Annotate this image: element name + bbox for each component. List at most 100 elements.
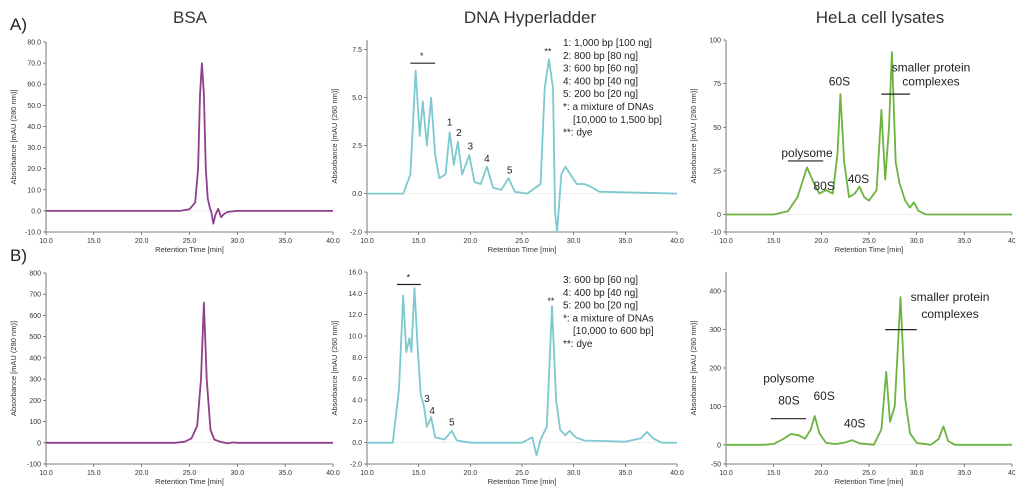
annotation-label: 60S	[814, 389, 835, 403]
annotation-label: **	[544, 46, 552, 56]
x-tick-label: 15.0	[767, 470, 781, 477]
x-tick-label: 35.0	[278, 238, 292, 245]
y-tick-label: 300	[29, 377, 41, 384]
y-tick-label: 25	[713, 168, 721, 175]
y-tick-label: -10	[711, 230, 721, 237]
y-tick-label: 0.0	[31, 208, 41, 215]
x-tick-label: 20.0	[815, 238, 829, 245]
x-tick-label: 35.0	[619, 470, 633, 477]
annotation-label: complexes	[902, 74, 959, 88]
y-tick-label: 14.0	[348, 291, 362, 298]
x-tick-label: 35.0	[278, 470, 292, 477]
panel-label-a: A)	[10, 15, 27, 34]
annotation-label: 4	[484, 154, 490, 165]
annotation-label: 80S	[814, 179, 835, 193]
x-tick-label: 15.0	[87, 470, 101, 477]
x-tick-label: 30.0	[567, 238, 581, 245]
annotation-label: 3	[468, 141, 474, 152]
x-tick-label: 35.0	[958, 238, 972, 245]
x-axis-label: Retention Time [min]	[155, 477, 224, 486]
y-tick-label: 8.0	[352, 355, 362, 362]
x-tick-label: 40	[1008, 470, 1015, 477]
legend-line: 3: 600 bp [60 ng]	[563, 64, 638, 75]
y-tick-label: 75	[713, 81, 721, 88]
x-tick-label: 40	[1008, 238, 1015, 245]
annotation-label: 80S	[778, 393, 799, 407]
annotation-label: 40S	[848, 172, 869, 186]
x-tick-label: 40.0	[670, 470, 684, 477]
x-tick-label: 10.0	[719, 470, 733, 477]
column-title-bsa: BSA	[172, 8, 208, 27]
legend-line: 5: 200 bo [20 ng]	[563, 89, 638, 100]
x-tick-label: 40.0	[326, 238, 340, 245]
y-tick-label: 50.0	[27, 103, 41, 110]
y-axis-label: Absorbance [mAU (280 nm)]	[9, 89, 18, 184]
annotation-label: *	[420, 51, 424, 61]
y-tick-label: 60.0	[27, 82, 41, 89]
y-tick-label: 4.0	[352, 398, 362, 405]
x-tick-label: 20.0	[135, 238, 149, 245]
x-tick-label: 40.0	[326, 470, 340, 477]
x-tick-label: 20.0	[135, 470, 149, 477]
x-tick-label: 10.0	[39, 238, 53, 245]
legend-line: **: dye	[563, 339, 593, 350]
x-axis-label: Retention Time [min]	[488, 477, 557, 486]
annotation-label: 5	[507, 165, 513, 176]
legend-line: 5: 200 bo [20 ng]	[563, 301, 638, 312]
x-tick-label: 30.0	[231, 470, 245, 477]
x-tick-label: 40.0	[670, 238, 684, 245]
series-line	[367, 58, 678, 233]
y-tick-label: 10.0	[348, 334, 362, 341]
y-tick-label: 100	[29, 419, 41, 426]
y-tick-label: 600	[29, 313, 41, 320]
x-tick-label: 15.0	[87, 238, 101, 245]
y-tick-label: 0	[717, 442, 721, 449]
annotation-label: 5	[449, 418, 455, 429]
x-tick-label: 25.0	[862, 470, 876, 477]
x-axis-label: Retention Time [min]	[835, 245, 904, 254]
y-tick-label: 800	[29, 271, 41, 278]
y-tick-label: 300	[709, 327, 721, 334]
y-axis-label: Absorbance [mAU (260 nm)]	[330, 88, 339, 183]
x-tick-label: 25.0	[862, 238, 876, 245]
y-tick-label: 20.0	[27, 166, 41, 173]
y-tick-label: -100	[27, 462, 41, 469]
x-tick-label: 25.0	[183, 470, 197, 477]
series-line	[46, 62, 333, 225]
legend-line: [10,000 to 600 bp]	[573, 326, 654, 337]
y-tick-label: 0	[717, 212, 721, 219]
legend-line: 2: 800 bp [80 ng]	[563, 51, 638, 62]
y-tick-label: 100	[709, 404, 721, 411]
annotation-label: 60S	[829, 74, 850, 88]
y-tick-label: 12.0	[348, 312, 362, 319]
x-tick-label: 35.0	[958, 470, 972, 477]
chart-b-dna: 10.0 15.0 20.0 25.0 30.0 35.0 40.0 -2.0 0.0 2.0 4.…	[330, 270, 684, 487]
y-tick-label: 2.0	[352, 419, 362, 426]
annotation-label: **	[547, 296, 555, 306]
x-tick-label: 15.0	[767, 238, 781, 245]
x-tick-label: 25.0	[183, 238, 197, 245]
y-tick-label: 100	[709, 38, 721, 45]
series-line	[367, 287, 677, 457]
x-tick-label: 30.0	[231, 238, 245, 245]
annotation-label: polysome	[781, 146, 833, 160]
x-tick-label: 10.0	[360, 470, 374, 477]
panel-label-b: B)	[10, 246, 27, 265]
legend-line: *: a mixture of DNAs	[563, 102, 654, 113]
chart-b-hela: 10.0 15.0 20.0 25.0 30.0 35.0 40 -50 0 100 200 300 4…	[689, 272, 1015, 486]
y-tick-label: -2.0	[350, 462, 362, 469]
x-tick-label: 15.0	[412, 470, 426, 477]
y-tick-label: 6.0	[352, 376, 362, 383]
legend-line: 4: 400 bp [40 ng]	[563, 288, 638, 299]
y-tick-label: 200	[29, 398, 41, 405]
x-tick-label: 20.0	[464, 470, 478, 477]
legend-line: 1: 1,000 bp [100 ng]	[563, 38, 652, 49]
x-tick-label: 25.0	[515, 470, 529, 477]
y-axis-label: Absorbance [mAU (260 nm)]	[689, 88, 698, 183]
annotation-label: 1	[447, 117, 453, 128]
annotation-label: 40S	[844, 417, 865, 431]
y-tick-label: 0.0	[352, 440, 362, 447]
y-tick-label: 70.0	[27, 61, 41, 68]
series-line	[726, 51, 1012, 216]
x-tick-label: 35.0	[619, 238, 633, 245]
